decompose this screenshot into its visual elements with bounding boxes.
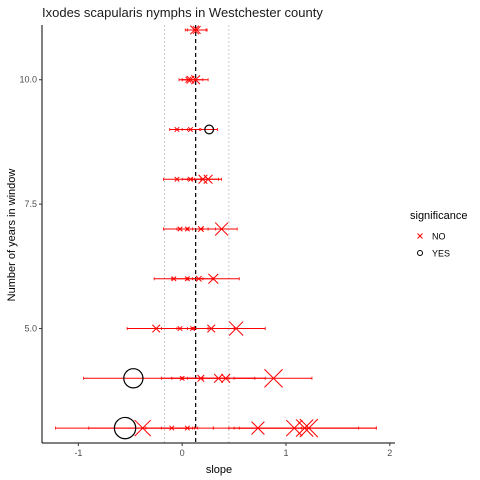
point-not-significant — [189, 25, 200, 35]
point-stroke — [169, 425, 175, 431]
point-stroke — [251, 421, 265, 435]
x-tick-label: -1 — [74, 448, 82, 458]
point-not-significant — [171, 276, 177, 282]
point-not-significant — [152, 324, 161, 333]
point-stroke — [197, 225, 204, 233]
legend-label: YES — [432, 249, 450, 259]
point-not-significant — [174, 126, 180, 133]
error-bars — [55, 28, 377, 430]
point-not-significant — [187, 176, 194, 182]
point-stroke — [197, 374, 205, 382]
point-not-significant — [251, 421, 265, 435]
y-axis-ticks: 5.0 7.5 10.0 — [19, 75, 42, 334]
point-stroke — [185, 76, 192, 83]
point-not-significant — [184, 425, 190, 431]
legend: significance NO YES — [410, 210, 467, 259]
y-tick-label: 7.5 — [24, 199, 37, 209]
y-tick-label: 5.0 — [24, 324, 37, 334]
legend-entries: NO YES — [417, 232, 450, 259]
point-stroke — [179, 375, 185, 381]
point-stroke — [184, 425, 190, 431]
point-stroke — [174, 176, 180, 182]
point-stroke — [189, 25, 200, 35]
legend-entry: YES — [417, 249, 450, 259]
axes: -1 0 1 2 5.0 7.5 10.0 — [19, 25, 395, 458]
point-stroke — [184, 226, 190, 232]
point-not-significant — [174, 176, 180, 182]
legend-title: significance — [410, 210, 467, 222]
point-not-significant — [214, 222, 229, 236]
point-stroke — [177, 325, 183, 332]
point-not-significant — [184, 226, 190, 232]
point-not-significant — [134, 419, 152, 437]
x-axis-title: slope — [206, 464, 232, 476]
point-significant — [204, 124, 215, 135]
point-not-significant — [197, 374, 205, 382]
point-stroke — [174, 126, 180, 133]
point-stroke — [189, 325, 196, 332]
reference-lines — [164, 25, 230, 443]
point-not-significant — [208, 273, 219, 285]
point-significant — [123, 368, 144, 389]
point-stroke — [184, 276, 190, 282]
x-tick-label: 0 — [180, 448, 185, 458]
point-not-significant — [190, 75, 201, 85]
point-stroke — [299, 418, 319, 438]
point-stroke — [134, 419, 152, 437]
y-axis-title: Number of years in window — [6, 169, 18, 302]
point-not-significant — [189, 325, 196, 332]
point-not-significant — [179, 375, 185, 381]
legend-key-x — [417, 233, 423, 239]
point-not-significant — [184, 276, 190, 282]
point-not-significant — [221, 373, 231, 384]
point-significant — [113, 416, 137, 440]
point-stroke — [295, 419, 314, 437]
point-not-significant — [203, 174, 213, 184]
point-not-significant — [228, 321, 244, 336]
legend-label: NO — [432, 232, 446, 242]
y-tick-label: 10.0 — [19, 75, 37, 85]
point-stroke — [228, 321, 244, 336]
x-tick-label: 1 — [283, 448, 288, 458]
point-stroke — [264, 368, 283, 388]
legend-entry: NO — [417, 232, 446, 242]
point-not-significant — [299, 418, 319, 438]
point-not-significant — [177, 226, 183, 232]
point-not-significant — [213, 373, 224, 384]
point-stroke — [207, 324, 216, 333]
point-stroke — [214, 222, 229, 236]
point-not-significant — [169, 425, 175, 431]
x-axis-ticks: -1 0 1 2 — [74, 443, 392, 458]
point-stroke — [171, 276, 177, 282]
point-stroke — [192, 25, 201, 35]
point-not-significant — [264, 368, 283, 388]
point-not-significant — [295, 419, 314, 437]
point-stroke — [187, 176, 194, 182]
point-stroke — [208, 273, 219, 285]
x-tick-label: 2 — [387, 448, 392, 458]
legend-key-circle — [417, 250, 423, 256]
point-stroke — [203, 174, 213, 184]
point-stroke — [213, 373, 224, 384]
point-not-significant — [187, 126, 194, 133]
point-not-significant — [195, 275, 202, 282]
point-not-significant — [207, 324, 216, 333]
data-points — [113, 25, 319, 440]
point-stroke — [221, 373, 231, 384]
point-stroke — [195, 275, 202, 282]
point-not-significant — [177, 325, 183, 332]
point-stroke — [152, 324, 161, 333]
point-stroke — [190, 75, 201, 85]
point-not-significant — [197, 225, 204, 233]
chart-title: Ixodes scapularis nymphs in Westchester … — [42, 5, 323, 20]
point-not-significant — [192, 25, 201, 35]
point-stroke — [177, 226, 183, 232]
point-stroke — [187, 126, 194, 133]
point-not-significant — [185, 76, 192, 83]
